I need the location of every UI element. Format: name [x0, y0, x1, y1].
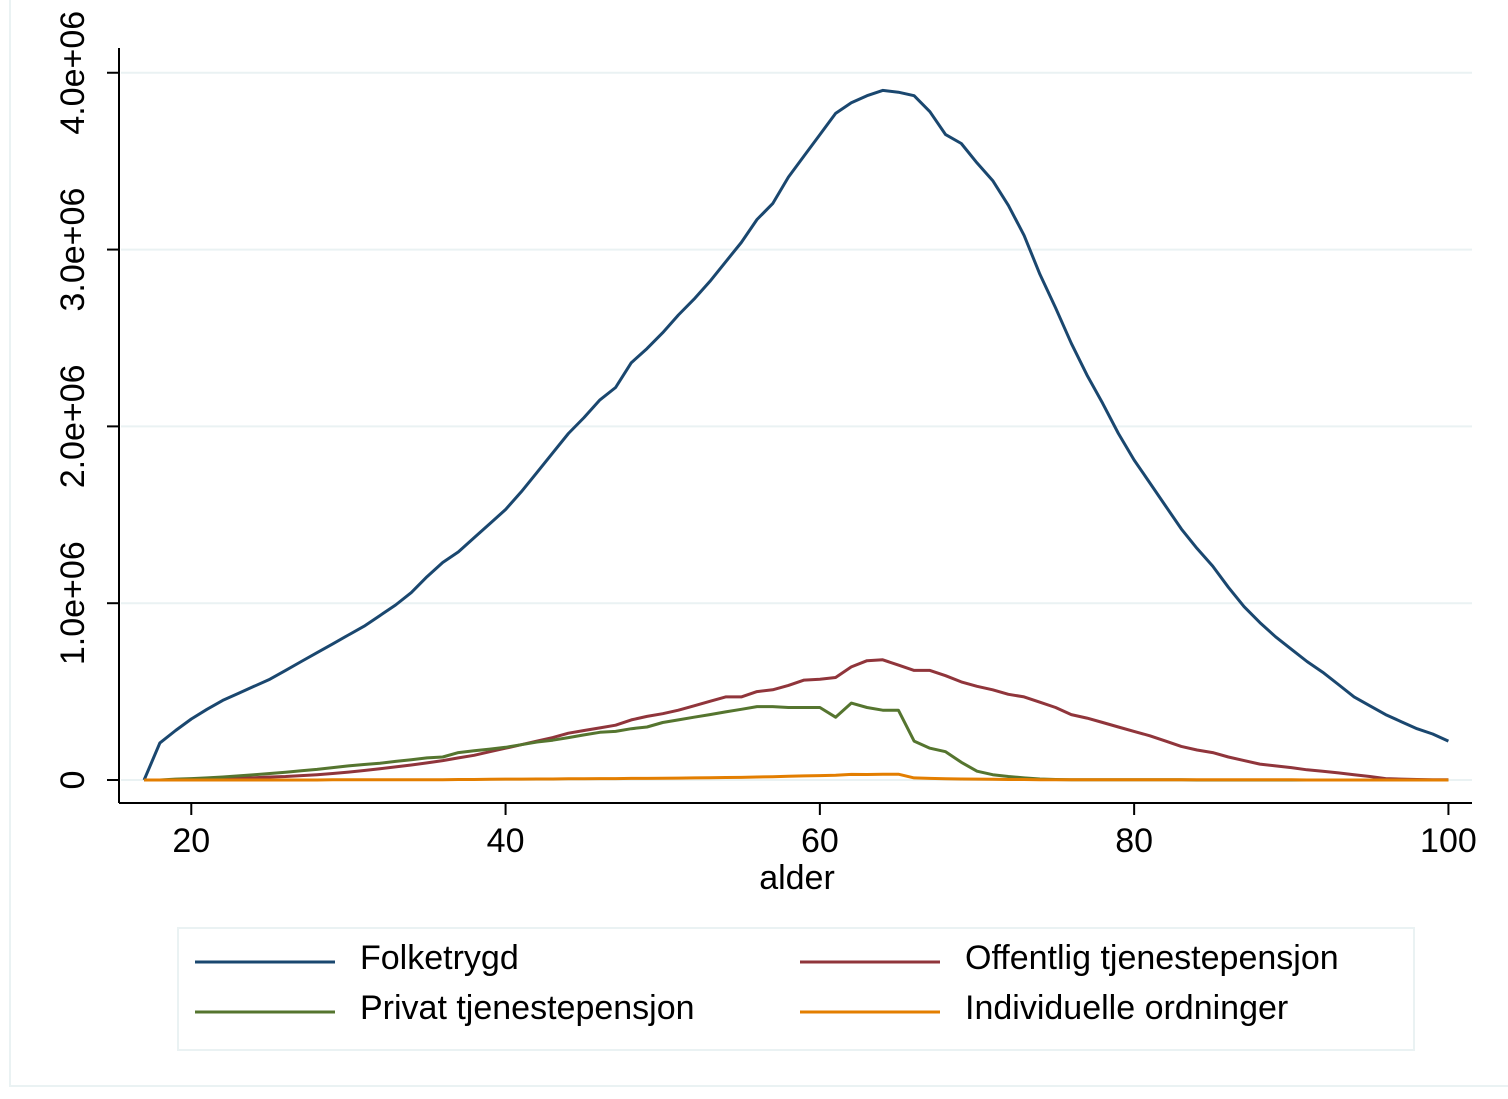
- legend-label: Offentlig tjenestepensjon: [965, 939, 1339, 977]
- series-line: [144, 658, 1449, 782]
- y-tick-label: 0: [54, 771, 92, 790]
- legend-box: [177, 927, 1415, 1051]
- x-tick-label: 40: [487, 822, 525, 860]
- legend-label: Individuelle ordninger: [965, 989, 1288, 1027]
- y-tick-label: 4.0e+06: [54, 11, 92, 135]
- y-tick-label: 1.0e+06: [54, 541, 92, 665]
- series-line: [144, 772, 1449, 782]
- x-tick-label: 80: [1115, 822, 1153, 860]
- x-tick-label: 60: [801, 822, 839, 860]
- frame: [9, 0, 1508, 1087]
- x-tick-label: 20: [172, 822, 210, 860]
- y-tick-label: 2.0e+06: [54, 364, 92, 488]
- x-axis-label: alder: [759, 859, 835, 897]
- legend-label: Privat tjenestepensjon: [360, 989, 695, 1027]
- x-tick-label: 100: [1420, 822, 1477, 860]
- legend-label: Folketrygd: [360, 939, 519, 977]
- y-tick-label: 3.0e+06: [54, 188, 92, 312]
- series-line: [142, 88, 1450, 781]
